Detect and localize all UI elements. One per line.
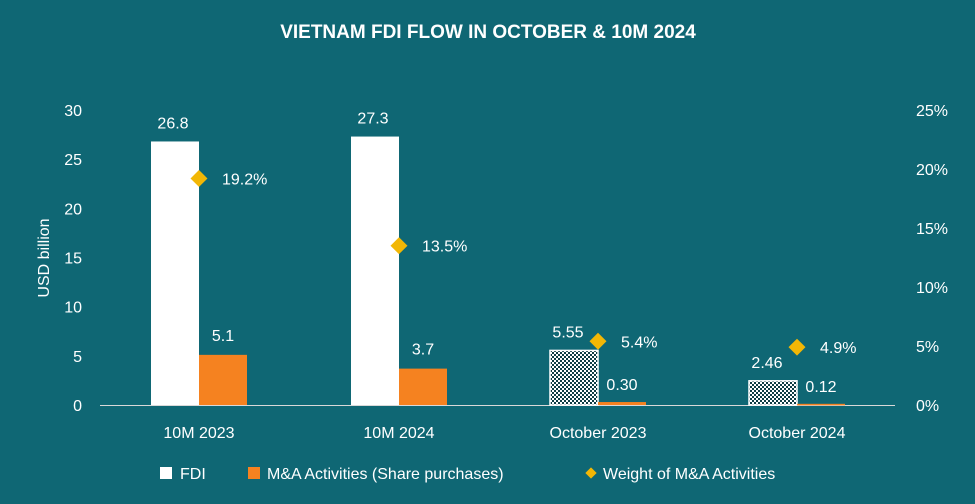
weight-marker [390,237,408,255]
ma-data-label: 0.12 [805,379,836,396]
x-tick-label: 10M 2023 [163,425,234,442]
x-tick-label: October 2024 [749,425,846,442]
fdi-data-label: 26.8 [157,115,188,132]
y2-tick-label: 0% [916,398,939,415]
weight-marker [589,332,607,350]
x-tick-label: 10M 2024 [363,425,434,442]
ma-bar [199,354,247,405]
y2-tick-label: 20% [916,162,948,179]
fdi-data-label: 2.46 [751,355,782,372]
data-labels-layer: 26.8 5.1 19.2% 27.3 3.7 13.5% 5.55 0.30 5.4% 2.46… [157,111,856,396]
secondary-y-axis-ticks: 0% 5% 10% 15% 20% 25% [916,103,948,415]
y2-tick-label: 10% [916,280,948,297]
y-tick-label: 0 [73,398,82,415]
y-tick-label: 20 [64,201,82,218]
bars-layer [151,136,845,406]
ma-bar [797,403,845,406]
legend-ma-label: M&A Activities (Share purchases) [267,466,504,483]
ma-data-label: 5.1 [212,328,234,345]
y-axis-title: USD billion [36,218,53,297]
ma-bar [399,368,447,405]
ma-bar [598,402,646,405]
legend: FDI M&A Activities (Share purchases) Wei… [160,466,775,483]
weight-marker [788,338,806,356]
y-tick-label: 30 [64,103,82,120]
weight-data-label: 13.5% [422,239,467,256]
fdi-bar [549,349,599,406]
fdi-data-label: 27.3 [357,111,388,128]
fdi-data-label: 5.55 [552,324,583,341]
y2-tick-label: 15% [916,221,948,238]
y2-tick-label: 25% [916,103,948,120]
ma-data-label: 3.7 [412,342,434,359]
legend-fdi-swatch [160,467,172,479]
legend-weight-label: Weight of M&A Activities [603,466,775,483]
y-axis-ticks: 0 5 10 15 20 25 30 [64,103,82,415]
fdi-bar [351,136,399,406]
weight-markers-layer [190,169,806,356]
weight-data-label: 19.2% [222,171,267,188]
fdi-bar [151,141,199,405]
y-tick-label: 25 [64,152,82,169]
y-tick-label: 5 [73,349,82,366]
x-tick-label: October 2023 [550,425,647,442]
y2-tick-label: 5% [916,339,939,356]
chart-title: VIETNAM FDI FLOW IN OCTOBER & 10M 2024 [280,22,696,43]
weight-data-label: 5.4% [621,334,657,351]
ma-data-label: 0.30 [606,377,637,394]
legend-fdi-label: FDI [180,466,206,483]
y-tick-label: 10 [64,300,82,317]
legend-ma-swatch [248,467,260,479]
fdi-bar [748,380,798,406]
weight-data-label: 4.9% [820,340,856,357]
x-axis-ticks: 10M 2023 10M 2024 October 2023 October 2024 [163,425,845,442]
y-tick-label: 15 [64,251,82,268]
legend-weight-swatch [585,467,597,479]
weight-marker [190,169,208,187]
